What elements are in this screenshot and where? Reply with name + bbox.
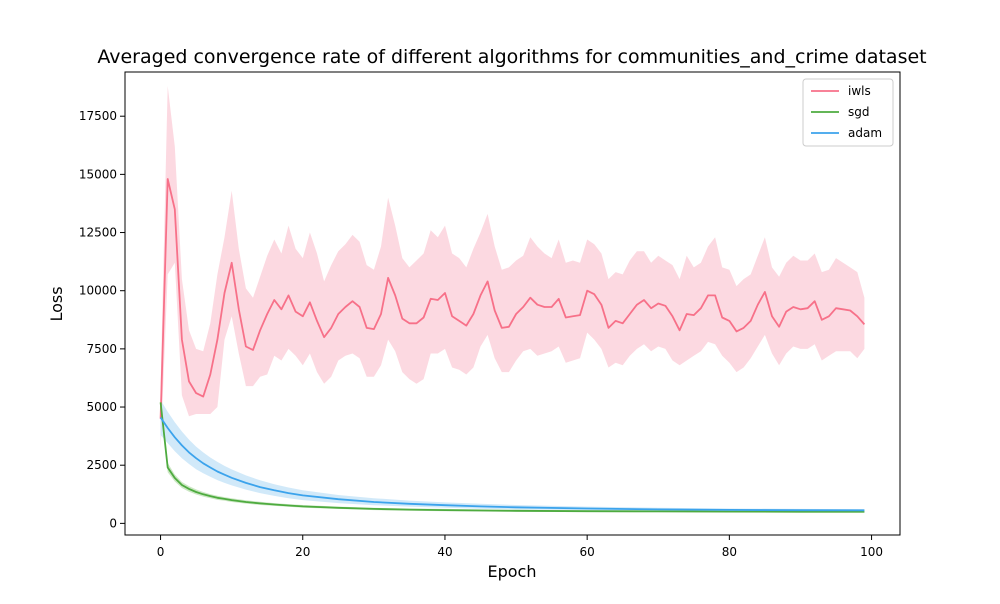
y-axis-ticks: 0 2500 5000 7500 10000 12500 15000 17500 bbox=[79, 109, 125, 530]
band-sgd bbox=[160, 395, 865, 513]
y-tick-label: 7500 bbox=[86, 342, 117, 356]
band-adam bbox=[160, 400, 865, 512]
legend: iwls sgd adam bbox=[802, 78, 894, 147]
x-tick-label: 40 bbox=[437, 545, 452, 559]
x-axis-ticks: 0 20 40 60 80 100 bbox=[157, 535, 883, 559]
chart-title: Averaged convergence rate of different a… bbox=[97, 46, 926, 68]
y-tick-label: 12500 bbox=[79, 226, 117, 240]
y-tick-label: 2500 bbox=[86, 458, 117, 472]
series-lines bbox=[159, 178, 866, 513]
x-tick-label: 80 bbox=[722, 545, 737, 559]
y-axis-label: Loss bbox=[47, 286, 66, 321]
line-sgd bbox=[159, 402, 865, 513]
x-axis-label: Epoch bbox=[488, 562, 537, 581]
line-adam bbox=[159, 416, 865, 512]
plot-area-frame bbox=[124, 71, 901, 536]
y-tick-label: 10000 bbox=[79, 284, 117, 298]
y-tick-label: 0 bbox=[109, 516, 117, 530]
line-iwls bbox=[159, 178, 866, 419]
x-tick-label: 20 bbox=[295, 545, 310, 559]
legend-label-iwls: iwls bbox=[848, 84, 871, 98]
legend-label-sgd: sgd bbox=[848, 105, 870, 119]
y-tick-label: 17500 bbox=[79, 109, 117, 123]
legend-frame bbox=[802, 78, 894, 147]
x-tick-label: 100 bbox=[860, 545, 883, 559]
legend-label-adam: adam bbox=[848, 126, 882, 140]
y-tick-label: 5000 bbox=[86, 400, 117, 414]
x-tick-label: 0 bbox=[157, 545, 165, 559]
x-tick-label: 60 bbox=[580, 545, 595, 559]
band-iwls bbox=[160, 86, 865, 449]
y-tick-label: 15000 bbox=[79, 167, 117, 181]
confidence-bands bbox=[160, 86, 865, 513]
